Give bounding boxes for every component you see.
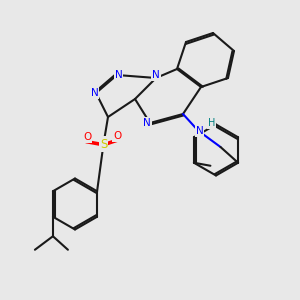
Text: N: N [196,125,203,136]
Text: O: O [113,131,121,141]
Text: H: H [208,118,215,128]
Text: N: N [91,88,98,98]
Text: S: S [100,137,107,151]
Text: O: O [83,132,91,142]
Text: N: N [115,70,122,80]
Text: N: N [143,118,151,128]
Text: N: N [152,70,160,80]
